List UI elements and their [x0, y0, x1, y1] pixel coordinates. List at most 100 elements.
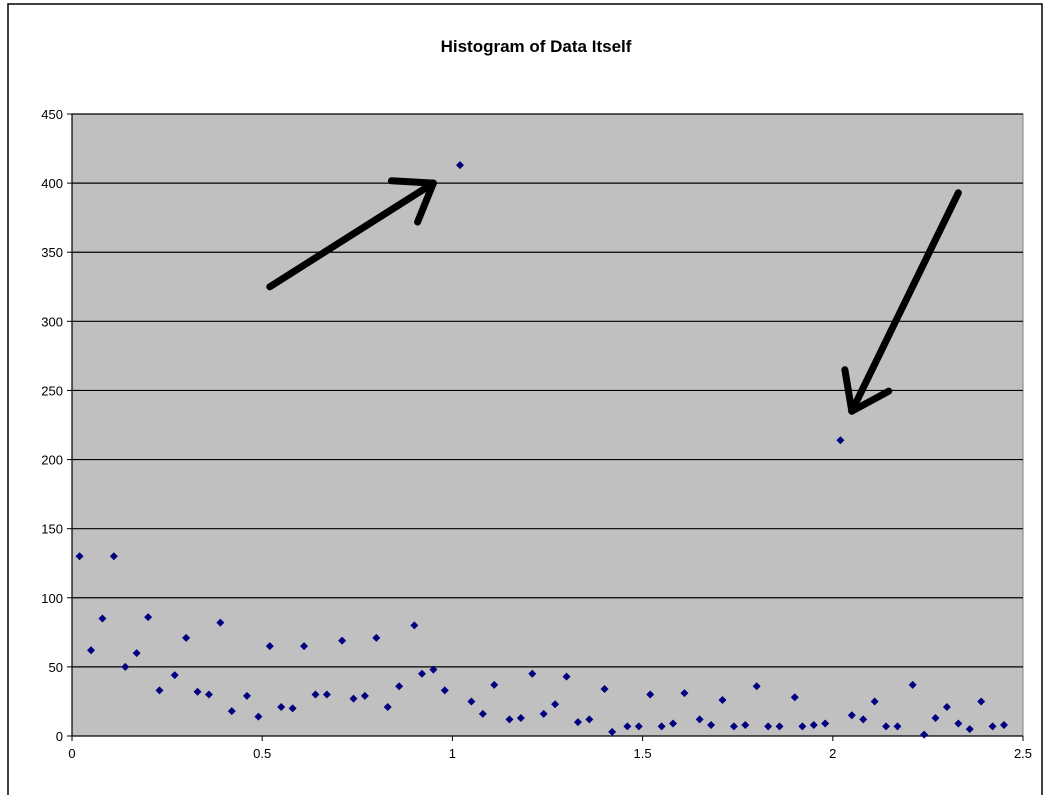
data-point — [429, 665, 438, 674]
data-point — [227, 707, 236, 716]
y-tick-label: 250 — [41, 383, 63, 398]
data-point — [98, 614, 107, 623]
data-point — [562, 672, 571, 681]
data-point — [695, 715, 704, 724]
data-point — [954, 719, 963, 728]
data-point — [718, 696, 727, 705]
data-point — [623, 722, 632, 731]
data-point — [821, 719, 830, 728]
x-tick-label: 1 — [449, 746, 456, 761]
x-tick-label: 2 — [829, 746, 836, 761]
y-tick-label: 450 — [41, 107, 63, 122]
x-tick-label: 0 — [68, 746, 75, 761]
data-point — [288, 704, 297, 713]
data-point — [395, 682, 404, 691]
y-tick-label: 400 — [41, 176, 63, 191]
data-point — [182, 633, 191, 642]
data-point — [75, 552, 84, 561]
data-point — [573, 718, 582, 727]
y-tick-label: 350 — [41, 245, 63, 260]
y-tick-label: 0 — [56, 729, 63, 744]
data-point — [204, 690, 213, 699]
annotation-arrow — [841, 189, 962, 415]
annotation-arrow — [266, 177, 437, 291]
data-point — [775, 722, 784, 731]
data-point — [505, 715, 514, 724]
data-point — [490, 680, 499, 689]
data-point — [920, 730, 929, 739]
data-point — [372, 633, 381, 642]
data-point — [669, 719, 678, 728]
data-point — [790, 693, 799, 702]
grid-lines — [72, 113, 1023, 668]
data-point — [349, 694, 358, 703]
data-point — [322, 690, 331, 699]
y-tick-label: 150 — [41, 522, 63, 537]
data-point — [170, 671, 179, 680]
chart-title: Histogram of Data Itself — [441, 37, 632, 56]
x-tick-label: 0.5 — [253, 746, 271, 761]
data-point — [528, 669, 537, 678]
data-point — [809, 720, 818, 729]
data-point — [859, 715, 868, 724]
data-point — [600, 685, 609, 694]
data-point — [383, 702, 392, 711]
plot-area — [71, 113, 1024, 737]
data-point — [741, 720, 750, 729]
data-point — [680, 689, 689, 698]
data-point — [836, 436, 845, 445]
axes — [67, 113, 1024, 741]
data-point — [121, 662, 130, 671]
annotations — [266, 177, 962, 415]
y-tick-label: 100 — [41, 591, 63, 606]
data-point — [870, 697, 879, 706]
data-point — [942, 702, 951, 711]
data-point — [478, 709, 487, 718]
y-tick-label: 200 — [41, 453, 63, 468]
data-point — [608, 727, 617, 736]
x-tick-label: 1.5 — [634, 746, 652, 761]
data-point — [265, 642, 274, 651]
data-point — [646, 690, 655, 699]
data-point — [360, 691, 369, 700]
data-point — [965, 725, 974, 734]
data-point — [908, 680, 917, 689]
data-point — [585, 715, 594, 724]
data-point — [752, 682, 761, 691]
data-point — [729, 722, 738, 731]
data-point — [539, 709, 548, 718]
data-point — [277, 702, 286, 711]
data-point — [109, 552, 118, 561]
data-point — [893, 722, 902, 731]
data-point — [300, 642, 309, 651]
data-point — [193, 687, 202, 696]
data-point — [551, 700, 560, 709]
data-point — [467, 697, 476, 706]
data-point — [410, 621, 419, 630]
data-point — [216, 618, 225, 627]
y-tick-label: 50 — [49, 660, 63, 675]
data-point — [764, 722, 773, 731]
data-point — [798, 722, 807, 731]
data-point — [988, 722, 997, 731]
x-tick-label: 2.5 — [1014, 746, 1032, 761]
y-tick-label: 300 — [41, 314, 63, 329]
data-point — [155, 686, 164, 695]
data-point — [999, 720, 1008, 729]
data-point — [882, 722, 891, 731]
data-point — [338, 636, 347, 645]
tick-labels: 0 50 100 150 200 250 300 350 400 450 0 0.5 1 1.5 2 2.5 — [41, 107, 1032, 761]
data-point — [242, 691, 251, 700]
data-points — [75, 161, 1008, 739]
data-point — [931, 714, 940, 723]
data-point — [634, 722, 643, 731]
data-point — [132, 649, 141, 658]
data-point — [440, 686, 449, 695]
data-point — [516, 714, 525, 723]
data-point — [254, 712, 263, 721]
data-point — [977, 697, 986, 706]
data-point — [456, 161, 465, 170]
data-point — [87, 646, 96, 655]
data-point — [657, 722, 666, 731]
